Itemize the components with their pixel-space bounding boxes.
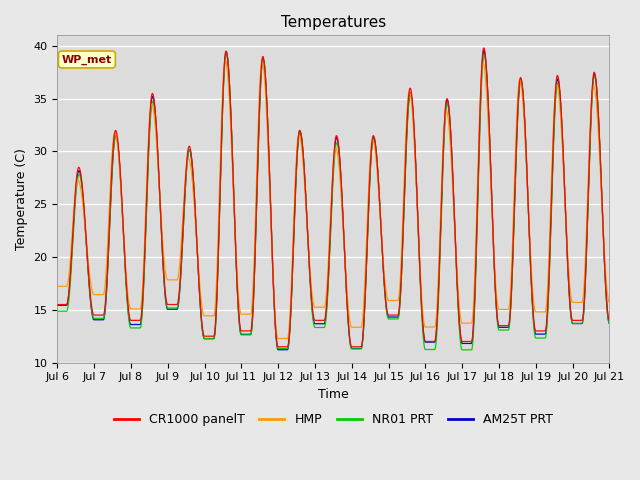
Y-axis label: Temperature (C): Temperature (C): [15, 148, 28, 250]
Legend: CR1000 panelT, HMP, NR01 PRT, AM25T PRT: CR1000 panelT, HMP, NR01 PRT, AM25T PRT: [109, 408, 558, 431]
X-axis label: Time: Time: [318, 388, 349, 401]
Title: Temperatures: Temperatures: [281, 15, 386, 30]
Text: WP_met: WP_met: [62, 54, 112, 65]
